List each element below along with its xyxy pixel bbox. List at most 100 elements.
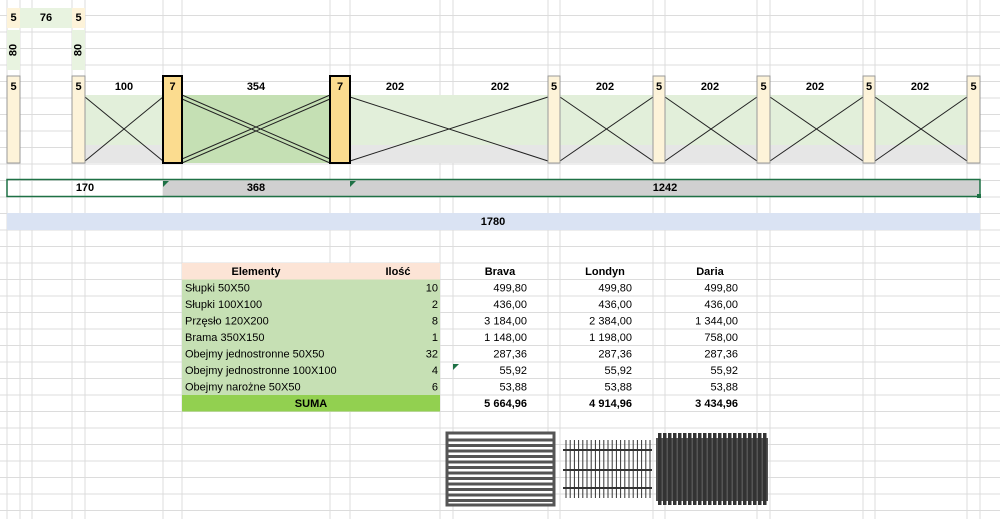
panel-base — [560, 145, 653, 163]
fence-daria — [656, 433, 768, 505]
price: 3 184,00 — [484, 316, 527, 328]
sum-value: 4 914,96 — [589, 398, 632, 410]
sheet-content: 5 76 5 80 80 5 5 7 7 5 5 5 5 5 100 354 202 202 202 202 202 20… — [6, 8, 981, 412]
post-label: 5 — [760, 81, 766, 93]
price: 758,00 — [704, 332, 738, 344]
picket — [733, 433, 737, 505]
post-label: 5 — [75, 81, 81, 93]
panel-cross — [181, 98, 331, 164]
picket — [763, 433, 767, 505]
fence-brava — [445, 431, 556, 507]
panel-cross — [84, 96, 164, 162]
item-name: Obejmy jednostronne 100X100 — [185, 365, 337, 377]
price: 499,80 — [493, 283, 527, 295]
price: 1 344,00 — [695, 316, 738, 328]
panel-base — [665, 145, 757, 163]
quantity: 6 — [432, 382, 438, 394]
price: 1 148,00 — [484, 332, 527, 344]
post-label: 5 — [656, 81, 662, 93]
quantity: 8 — [432, 316, 438, 328]
dimension-label: 5 — [75, 12, 81, 24]
picket — [673, 433, 677, 505]
post — [329, 75, 351, 164]
panel-base — [770, 145, 863, 163]
item-name: Obejmy jednostronne 50X50 — [185, 349, 324, 361]
dimension-label: 76 — [40, 12, 52, 24]
panel-cross — [349, 96, 549, 162]
comment-marker — [453, 364, 459, 370]
quantity: 32 — [426, 349, 438, 361]
picket — [693, 433, 697, 505]
section-label: 368 — [247, 182, 265, 194]
gate-panel — [182, 95, 330, 163]
post-label: 7 — [337, 81, 343, 93]
item-name: Słupki 50X50 — [185, 283, 250, 295]
selection-border — [6, 178, 981, 198]
span-label: 100 — [115, 81, 133, 93]
section-cell — [163, 180, 980, 196]
post-label: 5 — [551, 81, 557, 93]
post — [652, 75, 666, 164]
quantity: 4 — [432, 365, 438, 377]
dimension-cell — [72, 30, 85, 70]
vertical-label: 80 — [72, 44, 84, 56]
sum-label: SUMA — [295, 398, 327, 410]
dimension-label: 5 — [10, 12, 16, 24]
quantity: 2 — [432, 299, 438, 311]
section-label: 1242 — [653, 182, 677, 194]
price: 53,88 — [499, 382, 527, 394]
picket — [738, 433, 742, 505]
post-label: 7 — [169, 81, 175, 93]
price: 287,36 — [493, 349, 527, 361]
price: 287,36 — [598, 349, 632, 361]
fence-images — [445, 431, 768, 507]
price: 436,00 — [598, 299, 632, 311]
dimension-cell — [7, 30, 20, 70]
price: 55,92 — [710, 365, 738, 377]
picket — [683, 433, 687, 505]
header-cell: Elementy — [232, 266, 282, 278]
comment-marker — [163, 181, 169, 187]
item-name: Słupki 100X100 — [185, 299, 262, 311]
picket — [658, 433, 662, 505]
picket — [668, 433, 672, 505]
header-cell: Daria — [696, 266, 724, 278]
quantity: 1 — [432, 332, 438, 344]
panel-cross — [664, 96, 758, 162]
post — [756, 75, 771, 164]
sum-value: 5 664,96 — [484, 398, 527, 410]
total-label: 1780 — [481, 216, 505, 228]
price: 436,00 — [493, 299, 527, 311]
picket — [723, 433, 727, 505]
picket — [703, 433, 707, 505]
quantity: 10 — [426, 283, 438, 295]
post-label: 5 — [970, 81, 976, 93]
picket — [663, 433, 667, 505]
span-label: 202 — [806, 81, 824, 93]
post-label: 5 — [866, 81, 872, 93]
total-cell — [7, 213, 980, 230]
table-header-bg — [182, 263, 440, 280]
picket — [758, 433, 762, 505]
span-label: 354 — [247, 81, 266, 93]
price: 2 384,00 — [589, 316, 632, 328]
picket — [708, 433, 712, 505]
dimension-cell — [7, 8, 20, 28]
post — [162, 75, 183, 164]
picket — [718, 433, 722, 505]
picket — [678, 433, 682, 505]
section-label: 170 — [76, 182, 94, 194]
header-cell: Ilość — [385, 266, 410, 278]
post — [71, 75, 86, 164]
price: 53,88 — [710, 382, 738, 394]
price: 53,88 — [604, 382, 632, 394]
item-name: Przęsło 120X200 — [185, 316, 269, 328]
picket — [688, 433, 692, 505]
header-cell: Londyn — [585, 266, 625, 278]
post — [547, 75, 561, 164]
post — [862, 75, 876, 164]
panel-cross — [769, 96, 864, 162]
price: 499,80 — [598, 283, 632, 295]
span-label: 202 — [491, 81, 509, 93]
panel-base — [85, 145, 163, 163]
